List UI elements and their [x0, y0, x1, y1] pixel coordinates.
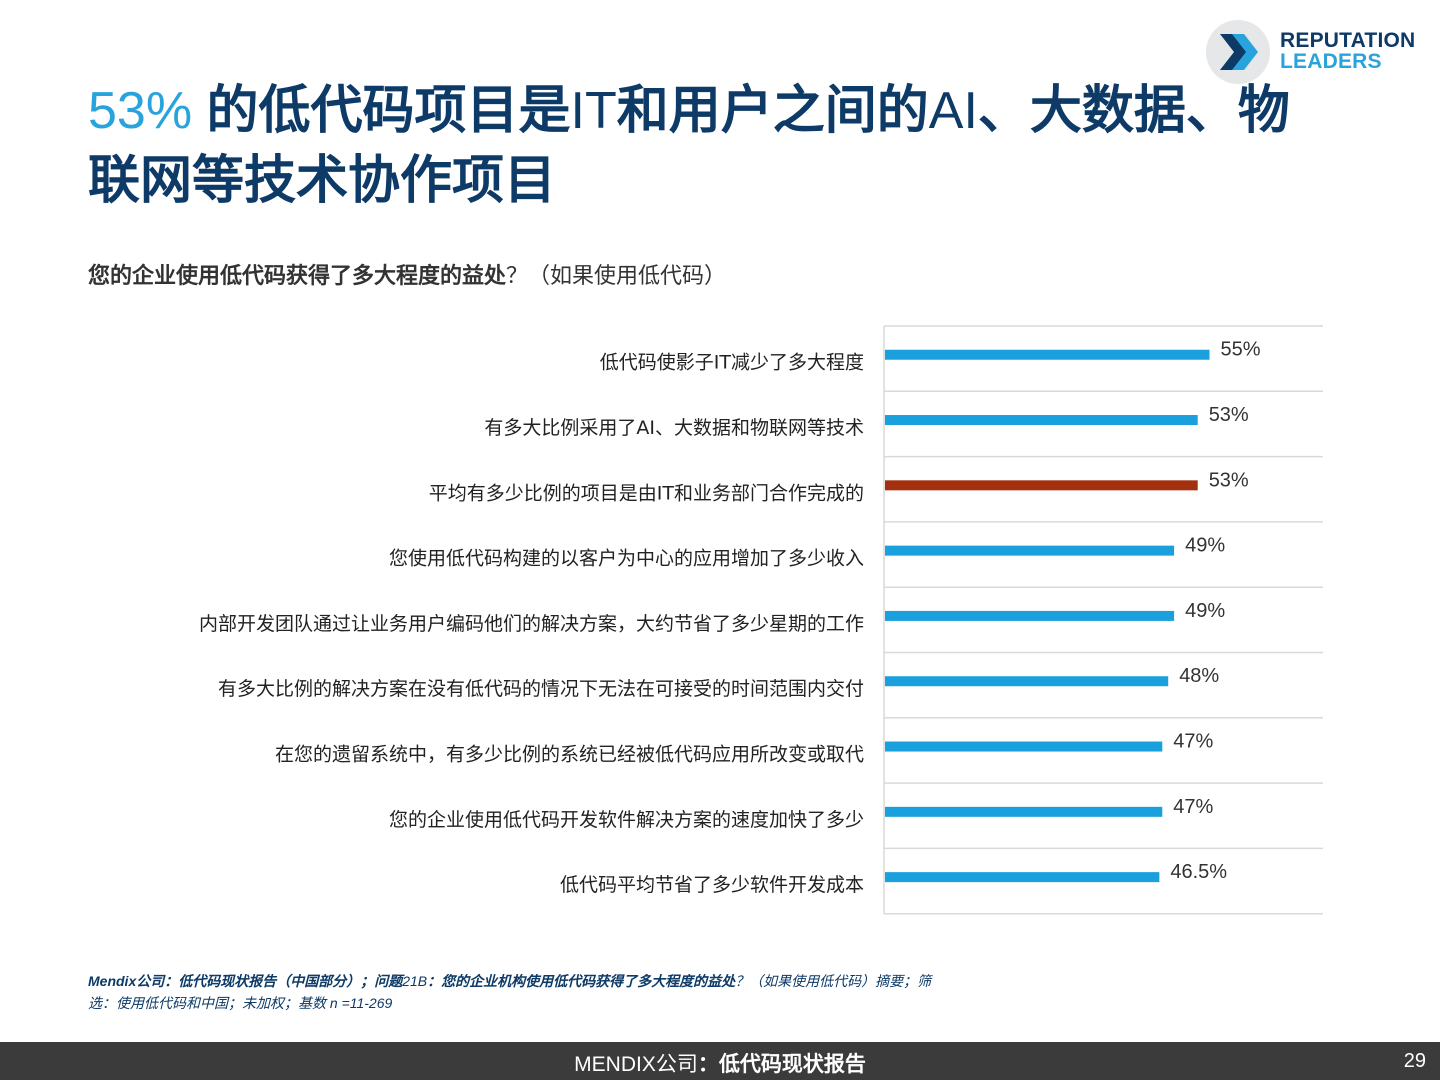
logo-wordmark: REPUTATION LEADERS — [1280, 29, 1416, 73]
data-label: 53% — [1209, 469, 1249, 491]
footer-title: MENDIX公司：低代码现状报告 — [574, 1053, 866, 1076]
bar — [885, 415, 1198, 426]
category-label: 低代码平均节省了多少软件开发成本 — [560, 874, 864, 896]
category-label: 平均有多少比例的项目是由IT和业务部门合作完成的 — [429, 482, 864, 504]
data-label: 48% — [1179, 665, 1219, 687]
bar — [885, 741, 1163, 752]
bar — [885, 676, 1169, 687]
bar — [885, 610, 1175, 621]
bar — [885, 480, 1198, 491]
bar — [885, 872, 1160, 883]
survey-question: 您的企业使用低代码获得了多大程度的益处？（如果使用低代码） — [88, 263, 727, 288]
bar — [885, 349, 1210, 360]
category-label: 在您的遗留系统中，有多少比例的系统已经被低代码应用所改变或取代 — [275, 744, 864, 766]
source-footnote: Mendix公司：低代码现状报告（中国部分）；问题21B：您的企业机构使用低代码… — [88, 973, 932, 1011]
data-label: 46.5% — [1170, 861, 1227, 883]
bar — [885, 806, 1163, 817]
category-label: 内部开发团队通过让业务用户编码他们的解决方案，大约节省了多少星期的工作 — [199, 613, 864, 635]
category-label: 低代码使影子IT减少了多大程度 — [600, 352, 864, 374]
data-label: 49% — [1185, 535, 1225, 557]
category-label: 有多大比例采用了AI、大数据和物联网等技术 — [484, 417, 864, 439]
page-title: 53% 的低代码项目是IT和用户之间的AI、大数据、物联网等技术协作项目 — [88, 82, 1290, 210]
logo-chevron-icon — [1206, 20, 1270, 84]
data-label: 49% — [1185, 600, 1225, 622]
category-label: 有多大比例的解决方案在没有低代码的情况下无法在可接受的时间范围内交付 — [218, 678, 864, 700]
data-label: 53% — [1209, 404, 1249, 426]
data-label: 47% — [1173, 731, 1213, 753]
page-number: 29 — [1403, 1050, 1426, 1072]
category-label: 您使用低代码构建的以客户为中心的应用增加了多少收入 — [389, 548, 864, 570]
data-label: 47% — [1173, 796, 1213, 818]
data-label: 55% — [1221, 339, 1261, 361]
footer-bar: MENDIX公司：低代码现状报告 29 — [0, 1042, 1440, 1080]
bar — [885, 545, 1175, 556]
reputation-leaders-logo: REPUTATION LEADERS — [1206, 20, 1436, 84]
category-label: 您的企业使用低代码开发软件解决方案的速度加快了多少 — [389, 809, 864, 831]
